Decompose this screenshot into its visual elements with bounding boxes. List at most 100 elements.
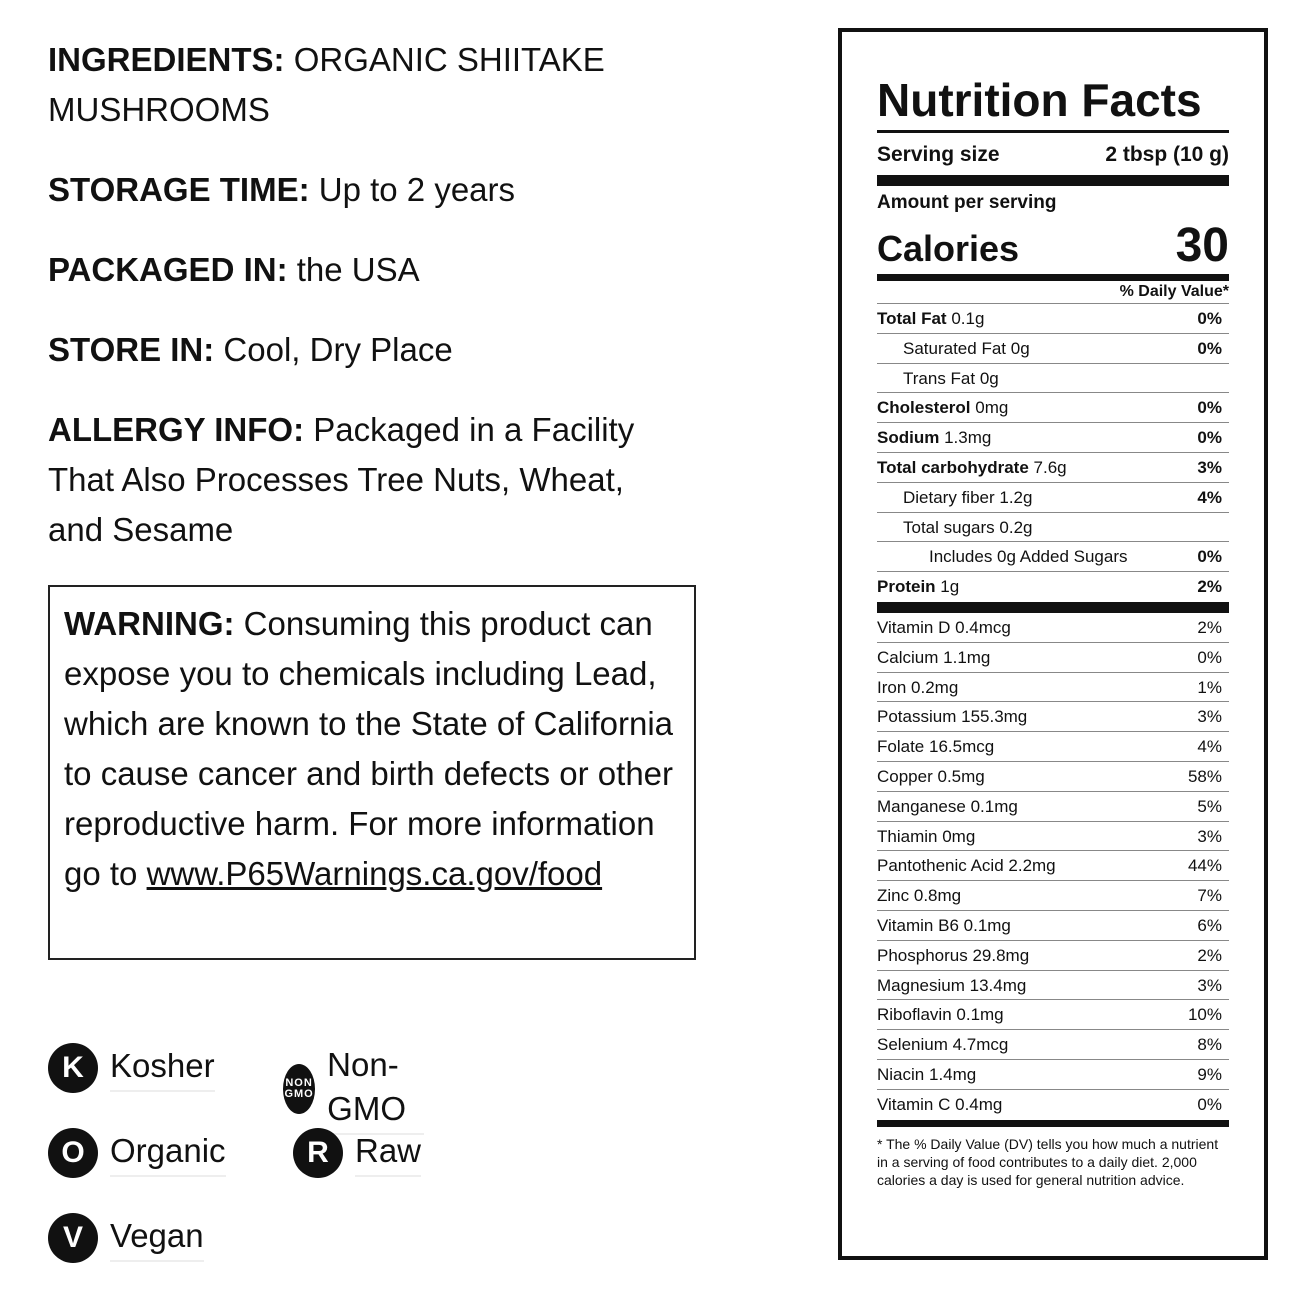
badge: K Kosher xyxy=(48,1043,215,1093)
serving-size: 2 tbsp (10 g) xyxy=(1105,143,1229,166)
vitamin-name: Copper xyxy=(877,766,933,786)
nutrient-name: Saturated Fat xyxy=(903,338,1007,358)
info-text: Up to 2 years xyxy=(318,171,516,208)
vitamin-row: Vitamin D 0.4mcg 2% xyxy=(877,613,1229,643)
warning-text: Consuming this product can expose you to… xyxy=(64,605,674,892)
info-label: STORE IN: xyxy=(48,331,215,368)
info-label: PACKAGED IN: xyxy=(48,251,288,288)
vitamin-name-cell: Copper 0.5mg xyxy=(877,762,985,791)
vitamin-amount: 155.3mg xyxy=(961,707,1028,727)
badge-label: Raw xyxy=(355,1129,422,1177)
vitamin-row: Magnesium 13.4mg 3% xyxy=(877,971,1229,1001)
vitamin-name-cell: Folate 16.5mcg xyxy=(877,732,994,761)
nutrient-name: Total sugars xyxy=(903,517,995,537)
nutrient-row: Sodium 1.3mg 0% xyxy=(877,423,1229,453)
warning-link[interactable]: www.P65Warnings.ca.gov/food xyxy=(146,855,603,892)
nutrient-name-cell: Sodium 1.3mg xyxy=(877,423,991,452)
badge-icon: R xyxy=(293,1128,343,1178)
warning-label: WARNING: xyxy=(64,605,235,642)
vitamin-amount: 2.2mg xyxy=(1008,856,1056,876)
daily-value: 2% xyxy=(1197,617,1222,637)
badge-icon: K xyxy=(48,1043,98,1093)
daily-value: 3% xyxy=(1197,707,1222,727)
daily-value: 9% xyxy=(1197,1064,1222,1084)
vitamin-amount: 0.8mg xyxy=(913,886,962,906)
calories-label: Calories xyxy=(877,228,1020,269)
info-item: STORAGE TIME: Up to 2 years xyxy=(48,165,673,215)
vitamin-name-cell: Iron 0.2mg xyxy=(877,673,958,702)
divider xyxy=(877,1119,1229,1127)
vitamin-name: Iron xyxy=(877,677,907,697)
nutrient-row: Total sugars 0.2g xyxy=(877,513,1229,543)
nutrient-amount: 1.2g xyxy=(999,487,1033,507)
daily-value: 0% xyxy=(1197,647,1222,667)
vitamin-row: Vitamin C 0.4mg 0% xyxy=(877,1090,1229,1120)
vitamin-amount: 13.4mg xyxy=(969,975,1027,995)
nutrients: Total Fat 0.1g 0% Saturated Fat 0g 0% Trans … xyxy=(877,304,1229,602)
vitamin-name-cell: Zinc 0.8mg xyxy=(877,881,961,910)
serving-row: Serving size 2 tbsp (10 g) xyxy=(877,135,1229,175)
daily-value: 3% xyxy=(1197,826,1222,846)
daily-value: 58% xyxy=(1187,766,1222,786)
calories-value: 30 xyxy=(1175,219,1229,272)
daily-value: 0% xyxy=(1197,428,1222,448)
nutrient-name: Includes 0g Added Sugars xyxy=(929,547,1128,567)
nutrient-amount: 0g xyxy=(979,368,999,388)
badge: V Vegan xyxy=(48,1213,204,1263)
vitamin-amount: 0.1mg xyxy=(956,1005,1004,1025)
vitamin-amount: 0.5mg xyxy=(937,766,985,786)
vitamin-name: Vitamin D xyxy=(877,617,951,637)
vitamin-name: Riboflavin xyxy=(877,1005,952,1025)
vitamin-name-cell: Vitamin B6 0.1mg xyxy=(877,911,1011,940)
vitamin-amount: 0mg xyxy=(942,826,976,846)
vitamin-name-cell: Niacin 1.4mg xyxy=(877,1060,976,1089)
nutrition-title: Nutrition Facts xyxy=(877,72,1229,133)
vitamin-name: Pantothenic Acid xyxy=(877,856,1004,876)
vitamin-name-cell: Magnesium 13.4mg xyxy=(877,971,1026,1000)
daily-value: 0% xyxy=(1197,1094,1222,1114)
nutrient-name-cell: Total carbohydrate 7.6g xyxy=(877,453,1067,482)
nutrient-name-cell: Cholesterol 0mg xyxy=(877,393,1008,422)
daily-value: 3% xyxy=(1197,975,1222,995)
daily-value: 1% xyxy=(1197,677,1222,697)
info-label: STORAGE TIME: xyxy=(48,171,310,208)
info-text: Cool, Dry Place xyxy=(223,331,453,368)
nutrient-name-cell: Saturated Fat 0g xyxy=(877,334,1030,363)
daily-value: 3% xyxy=(1197,457,1222,477)
info-text: the USA xyxy=(296,251,420,288)
info-text: Packaged in a Facility That Also Process… xyxy=(48,411,635,548)
nutrient-name: Total Fat xyxy=(877,309,947,328)
info-item: PACKAGED IN: the USA xyxy=(48,245,673,295)
daily-value: 0% xyxy=(1197,338,1222,358)
badge: R Raw xyxy=(293,1128,422,1178)
vitamin-amount: 0.4mg xyxy=(955,1094,1003,1114)
vitamin-row: Vitamin B6 0.1mg 6% xyxy=(877,911,1229,941)
nutrient-name-cell: Trans Fat 0g xyxy=(877,364,999,393)
nutrient-name-cell: Total sugars 0.2g xyxy=(877,513,1033,542)
info-item: INGREDIENTS: ORGANIC SHIITAKE MUSHROOMS xyxy=(48,35,673,135)
badge-icon: O xyxy=(48,1128,98,1178)
nutrient-name-cell: Includes 0g Added Sugars xyxy=(877,542,1127,571)
divider xyxy=(877,601,1229,613)
serving-label: Serving size xyxy=(877,143,1000,166)
info-item: ALLERGY INFO: Packaged in a Facility Tha… xyxy=(48,405,673,555)
vitamin-name-cell: Riboflavin 0.1mg xyxy=(877,1000,1004,1029)
daily-value: 44% xyxy=(1187,856,1222,876)
nutrient-name: Dietary fiber xyxy=(903,487,995,507)
vitamin-name: Magnesium xyxy=(877,975,965,995)
vitamin-amount: 0.1mg xyxy=(970,796,1018,816)
vitamin-row: Potassium 155.3mg 3% xyxy=(877,702,1229,733)
info-section: INGREDIENTS: ORGANIC SHIITAKE MUSHROOMS S… xyxy=(48,35,708,585)
info-label: ALLERGY INFO: xyxy=(48,411,305,448)
warning-box: WARNING: Consuming this product can expo… xyxy=(48,585,696,960)
vitamin-row: Folate 16.5mcg 4% xyxy=(877,732,1229,762)
nutrient-row: Trans Fat 0g xyxy=(877,364,1229,394)
vitamin-name: Phosphorus xyxy=(877,945,968,965)
vitamin-amount: 1.4mg xyxy=(928,1064,977,1084)
daily-value: 5% xyxy=(1197,796,1222,816)
daily-value: 2% xyxy=(1197,577,1222,597)
badge-label: Organic xyxy=(110,1129,226,1177)
daily-value: 2% xyxy=(1197,945,1222,965)
daily-value: 0% xyxy=(1197,547,1222,567)
